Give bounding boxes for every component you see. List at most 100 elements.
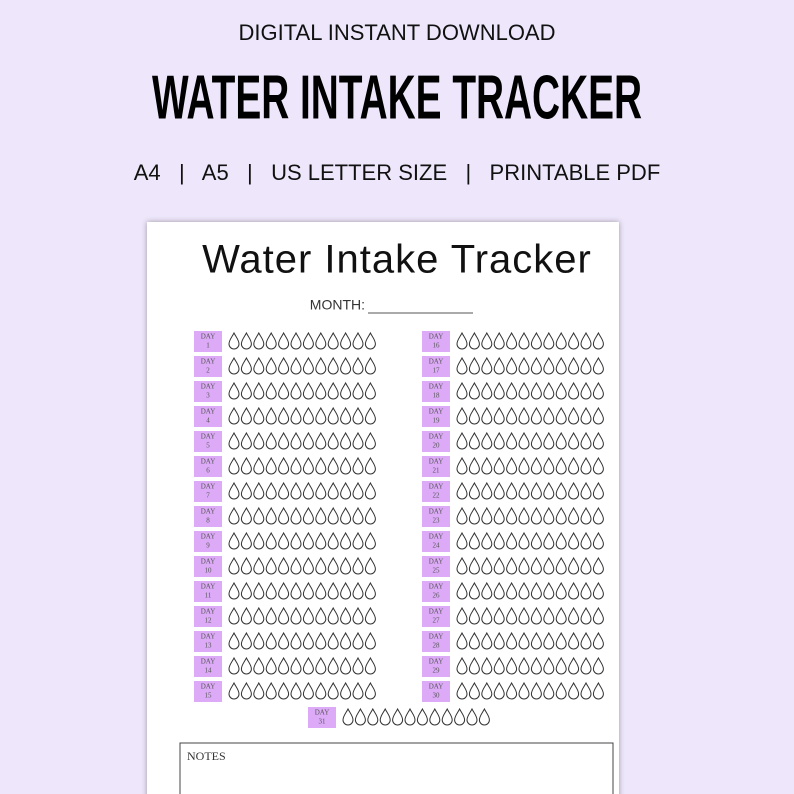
day-box xyxy=(194,456,222,477)
day-number: 4 xyxy=(206,417,210,425)
day-box xyxy=(194,406,222,427)
day-box xyxy=(422,531,450,552)
day-number: 30 xyxy=(433,692,441,700)
day-label: DAY xyxy=(429,433,444,441)
day-number: 1 xyxy=(206,342,210,350)
sheet xyxy=(147,222,619,794)
day-box xyxy=(422,431,450,452)
day-label: DAY xyxy=(201,608,216,616)
day-box xyxy=(422,356,450,377)
day-rows: DAY1DAY2DAY3DAY4DAY5DAY6DAY7DAY8DAY9DAY1… xyxy=(194,331,604,728)
day-label: DAY xyxy=(429,633,444,641)
day-label: DAY xyxy=(201,333,216,341)
day-label: DAY xyxy=(429,533,444,541)
day-number: 17 xyxy=(433,367,441,375)
day-number: 22 xyxy=(433,492,441,500)
day-label: DAY xyxy=(201,533,216,541)
day-label: DAY xyxy=(315,709,330,717)
day-label: DAY xyxy=(201,408,216,416)
day-label: DAY xyxy=(429,508,444,516)
day-box xyxy=(422,406,450,427)
formats: A4 | A5 | US LETTER SIZE | PRINTABLE PDF xyxy=(134,160,661,185)
day-box xyxy=(194,681,222,702)
day-box xyxy=(422,631,450,652)
day-number: 18 xyxy=(433,392,441,400)
day-label: DAY xyxy=(429,483,444,491)
day-box xyxy=(194,356,222,377)
day-box xyxy=(422,456,450,477)
day-box xyxy=(194,481,222,502)
day-label: DAY xyxy=(201,383,216,391)
day-number: 9 xyxy=(206,542,210,550)
day-label: DAY xyxy=(201,433,216,441)
day-box xyxy=(194,431,222,452)
day-number: 25 xyxy=(433,567,441,575)
day-label: DAY xyxy=(201,658,216,666)
day-number: 14 xyxy=(205,667,213,675)
day-box xyxy=(194,581,222,602)
headline: WATER INTAKE TRACKER xyxy=(152,63,642,132)
day-number: 11 xyxy=(205,592,212,600)
day-label: DAY xyxy=(429,358,444,366)
day-number: 3 xyxy=(206,392,210,400)
day-box xyxy=(422,331,450,352)
day-number: 15 xyxy=(205,692,213,700)
month-label: MONTH: xyxy=(310,297,365,313)
day-label: DAY xyxy=(429,658,444,666)
day-label: DAY xyxy=(201,558,216,566)
day-number: 28 xyxy=(433,642,441,650)
day-label: DAY xyxy=(429,583,444,591)
day-box xyxy=(194,656,222,677)
day-label: DAY xyxy=(201,458,216,466)
sheet-title: Water Intake Tracker xyxy=(202,238,592,282)
day-number: 8 xyxy=(206,517,210,525)
day-label: DAY xyxy=(429,608,444,616)
day-label: DAY xyxy=(201,483,216,491)
day-number: 20 xyxy=(433,442,441,450)
day-box xyxy=(422,556,450,577)
day-box xyxy=(194,556,222,577)
day-number: 23 xyxy=(433,517,441,525)
day-box xyxy=(422,606,450,627)
day-number: 21 xyxy=(433,467,441,475)
day-box xyxy=(194,331,222,352)
kicker: DIGITAL INSTANT DOWNLOAD xyxy=(239,20,556,45)
day-box xyxy=(194,631,222,652)
day-number: 13 xyxy=(205,642,213,650)
day-label: DAY xyxy=(201,633,216,641)
day-number: 2 xyxy=(206,367,210,375)
day-label: DAY xyxy=(201,508,216,516)
day-label: DAY xyxy=(429,558,444,566)
notes-box xyxy=(179,742,614,794)
day-box xyxy=(194,531,222,552)
day-box xyxy=(308,707,336,728)
day-number: 27 xyxy=(433,617,441,625)
day-label: DAY xyxy=(201,683,216,691)
day-number: 31 xyxy=(319,718,327,726)
day-box xyxy=(422,481,450,502)
day-box xyxy=(422,581,450,602)
day-box xyxy=(422,506,450,527)
day-box xyxy=(194,606,222,627)
day-label: DAY xyxy=(201,583,216,591)
day-label: DAY xyxy=(429,458,444,466)
notes-label: NOTES xyxy=(187,749,226,763)
day-number: 19 xyxy=(433,417,441,425)
day-number: 6 xyxy=(206,467,210,475)
day-number: 10 xyxy=(205,567,213,575)
day-box xyxy=(194,381,222,402)
day-label: DAY xyxy=(429,683,444,691)
day-label: DAY xyxy=(429,333,444,341)
day-label: DAY xyxy=(429,408,444,416)
day-number: 7 xyxy=(206,492,210,500)
day-label: DAY xyxy=(429,383,444,391)
day-number: 29 xyxy=(433,667,441,675)
day-number: 24 xyxy=(433,542,441,550)
day-box xyxy=(194,506,222,527)
day-label: DAY xyxy=(201,358,216,366)
day-box xyxy=(422,656,450,677)
day-box xyxy=(422,381,450,402)
day-number: 16 xyxy=(433,342,441,350)
